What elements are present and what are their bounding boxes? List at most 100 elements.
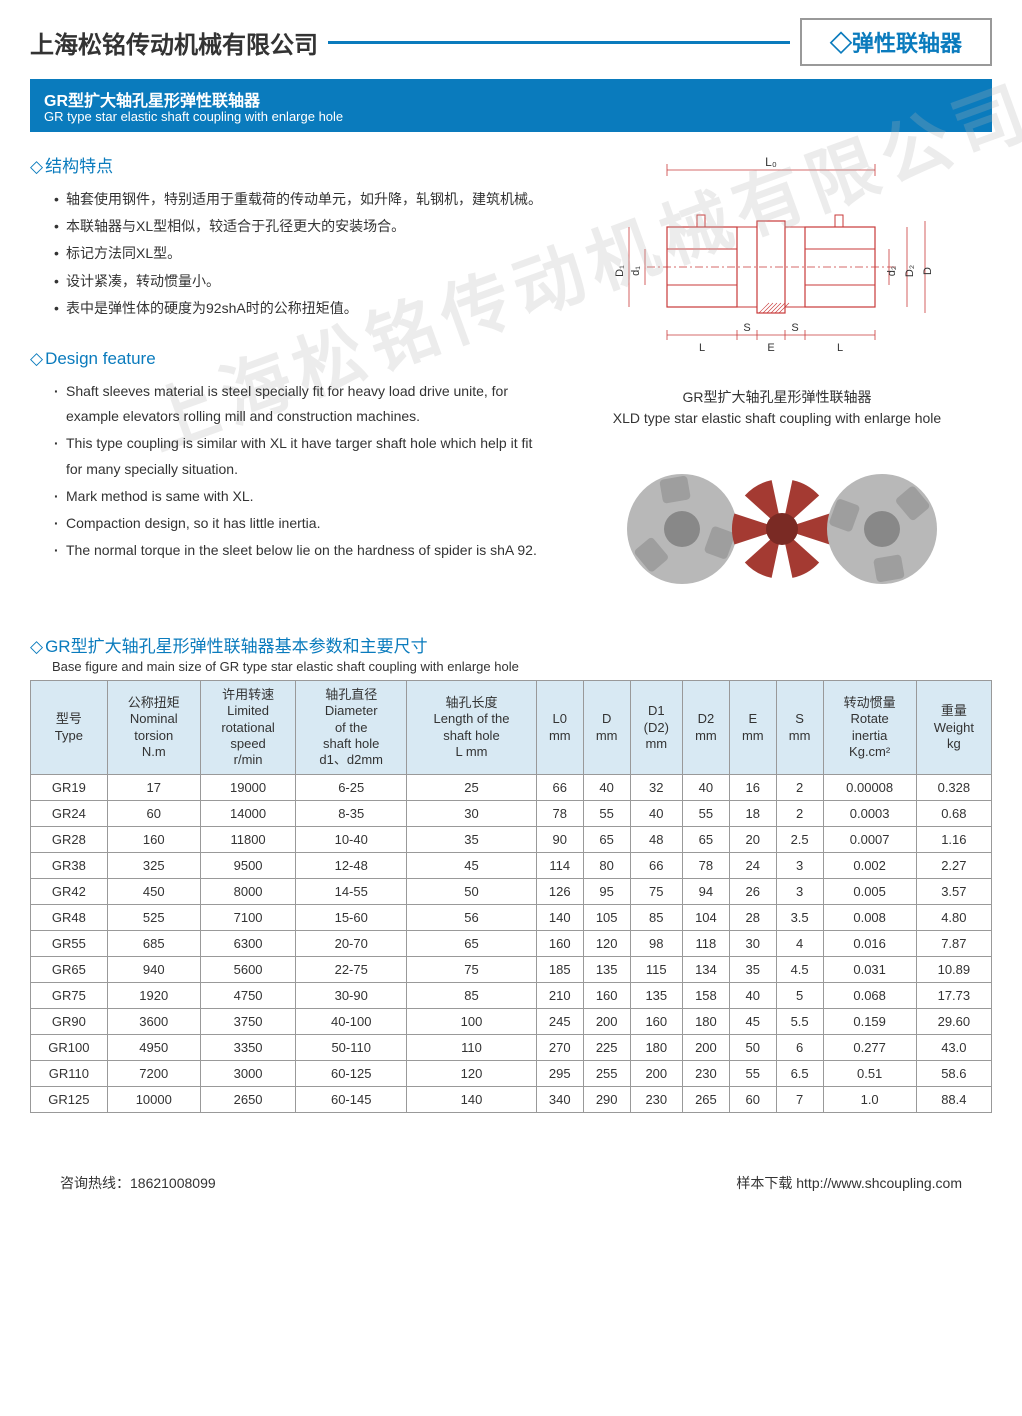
table-cell: 60 bbox=[729, 1087, 776, 1113]
svg-text:d₁: d₁ bbox=[630, 266, 642, 276]
diagram-caption-en: XLD type star elastic shaft coupling wit… bbox=[562, 408, 992, 429]
table-cell: GR75 bbox=[31, 983, 108, 1009]
title-zh: GR型扩大轴孔星形弹性联轴器 bbox=[44, 87, 978, 111]
table-cell: 135 bbox=[583, 957, 630, 983]
table-cell: 1920 bbox=[107, 983, 200, 1009]
table-cell: 20-70 bbox=[296, 931, 407, 957]
table-cell: 160 bbox=[536, 931, 583, 957]
table-row: GR42450800014-55501269575942630.0053.57 bbox=[31, 879, 992, 905]
table-cell: 17.73 bbox=[916, 983, 991, 1009]
feature-item: This type coupling is similar with XL it… bbox=[54, 431, 542, 481]
table-cell: 40-100 bbox=[296, 1009, 407, 1035]
spec-table: 型号Type公称扭矩NominaltorsionN.m许用转速Limitedro… bbox=[30, 680, 992, 1113]
table-cell: 3.5 bbox=[776, 905, 823, 931]
table-cell: 5 bbox=[776, 983, 823, 1009]
table-row: GR1107200300060-125120295255200230556.50… bbox=[31, 1061, 992, 1087]
category-badge: ◇弹性联轴器 bbox=[800, 18, 992, 66]
table-cell: 75 bbox=[407, 957, 537, 983]
table-cell: 66 bbox=[536, 775, 583, 801]
col-header: 转动惯量RotateinertiaKg.cm² bbox=[823, 681, 916, 775]
table-cell: 50-110 bbox=[296, 1035, 407, 1061]
table-cell: 4 bbox=[776, 931, 823, 957]
table-cell: GR125 bbox=[31, 1087, 108, 1113]
table-cell: 2650 bbox=[200, 1087, 295, 1113]
table-cell: 3750 bbox=[200, 1009, 295, 1035]
table-cell: 4750 bbox=[200, 983, 295, 1009]
feature-list-en: Shaft sleeves material is steel speciall… bbox=[30, 379, 542, 563]
table-cell: GR24 bbox=[31, 801, 108, 827]
table-cell: 19000 bbox=[200, 775, 295, 801]
table-cell: 10-40 bbox=[296, 827, 407, 853]
table-cell: 120 bbox=[407, 1061, 537, 1087]
table-cell: 685 bbox=[107, 931, 200, 957]
table-cell: 35 bbox=[729, 957, 776, 983]
col-header: 公称扭矩NominaltorsionN.m bbox=[107, 681, 200, 775]
table-cell: 60-125 bbox=[296, 1061, 407, 1087]
table-cell: 55 bbox=[583, 801, 630, 827]
table-cell: 30 bbox=[729, 931, 776, 957]
table-cell: GR90 bbox=[31, 1009, 108, 1035]
table-row: GR1004950335050-1101102702251802005060.2… bbox=[31, 1035, 992, 1061]
feature-item: The normal torque in the sleet below lie… bbox=[54, 538, 542, 563]
table-cell: 0.00008 bbox=[823, 775, 916, 801]
table-cell: GR42 bbox=[31, 879, 108, 905]
table-cell: 3.57 bbox=[916, 879, 991, 905]
table-row: GR65940560022-7575185135115134354.50.031… bbox=[31, 957, 992, 983]
svg-text:S: S bbox=[743, 322, 750, 334]
table-cell: 5600 bbox=[200, 957, 295, 983]
table-cell: 0.068 bbox=[823, 983, 916, 1009]
section-title-zh: 结构特点 bbox=[30, 152, 542, 177]
table-cell: 6.5 bbox=[776, 1061, 823, 1087]
table-cell: 30 bbox=[407, 801, 537, 827]
table-cell: 0.277 bbox=[823, 1035, 916, 1061]
table-cell: 14-55 bbox=[296, 879, 407, 905]
svg-text:E: E bbox=[767, 342, 774, 354]
table-cell: 10000 bbox=[107, 1087, 200, 1113]
table-row: GR2460140008-3530785540551820.00030.68 bbox=[31, 801, 992, 827]
feature-list-zh: 轴套使用钢件，特别适用于重载荷的传动单元，如升降，轧钢机，建筑机械。本联轴器与X… bbox=[30, 187, 542, 321]
table-cell: 325 bbox=[107, 853, 200, 879]
table-cell: 180 bbox=[682, 1009, 729, 1035]
table-cell: GR48 bbox=[31, 905, 108, 931]
feature-item: 设计紧凑，转动惯量小。 bbox=[54, 269, 542, 294]
table-cell: 24 bbox=[729, 853, 776, 879]
table-cell: 0.0007 bbox=[823, 827, 916, 853]
table-cell: 45 bbox=[729, 1009, 776, 1035]
table-cell: 50 bbox=[407, 879, 537, 905]
table-row: GR751920475030-90852101601351584050.0681… bbox=[31, 983, 992, 1009]
table-cell: 78 bbox=[682, 853, 729, 879]
table-cell: 230 bbox=[630, 1087, 682, 1113]
table-cell: 60 bbox=[107, 801, 200, 827]
table-cell: 1.0 bbox=[823, 1087, 916, 1113]
col-header: Smm bbox=[776, 681, 823, 775]
table-cell: 7200 bbox=[107, 1061, 200, 1087]
table-cell: 4.80 bbox=[916, 905, 991, 931]
diagram-caption-zh: GR型扩大轴孔星形弹性联轴器 bbox=[562, 387, 992, 408]
table-cell: 80 bbox=[583, 853, 630, 879]
feature-item: Compaction design, so it has little iner… bbox=[54, 511, 542, 536]
table-cell: 94 bbox=[682, 879, 729, 905]
table-header-row: 型号Type公称扭矩NominaltorsionN.m许用转速Limitedro… bbox=[31, 681, 992, 775]
table-cell: 58.6 bbox=[916, 1061, 991, 1087]
table-cell: 66 bbox=[630, 853, 682, 879]
table-cell: 115 bbox=[630, 957, 682, 983]
footer-left: 咨询热线：18621008099 bbox=[60, 1173, 216, 1193]
table-cell: GR65 bbox=[31, 957, 108, 983]
table-cell: GR100 bbox=[31, 1035, 108, 1061]
table-cell: 8-35 bbox=[296, 801, 407, 827]
table-cell: 2.5 bbox=[776, 827, 823, 853]
table-cell: GR28 bbox=[31, 827, 108, 853]
svg-text:D₁: D₁ bbox=[614, 265, 626, 277]
table-cell: 2.27 bbox=[916, 853, 991, 879]
table-cell: 245 bbox=[536, 1009, 583, 1035]
table-cell: 30-90 bbox=[296, 983, 407, 1009]
footer-right: 样本下载 http://www.shcoupling.com bbox=[736, 1173, 962, 1193]
table-cell: 43.0 bbox=[916, 1035, 991, 1061]
table-row: GR903600375040-100100245200160180455.50.… bbox=[31, 1009, 992, 1035]
table-body: GR1917190006-2525664032401620.000080.328… bbox=[31, 775, 992, 1113]
svg-text:D₂: D₂ bbox=[904, 265, 916, 277]
feature-item: Mark method is same with XL. bbox=[54, 484, 542, 509]
feature-item: 本联轴器与XL型相似，较适合于孔径更大的安装场合。 bbox=[54, 214, 542, 239]
table-row: GR1917190006-2525664032401620.000080.328 bbox=[31, 775, 992, 801]
svg-text:L: L bbox=[699, 342, 705, 354]
